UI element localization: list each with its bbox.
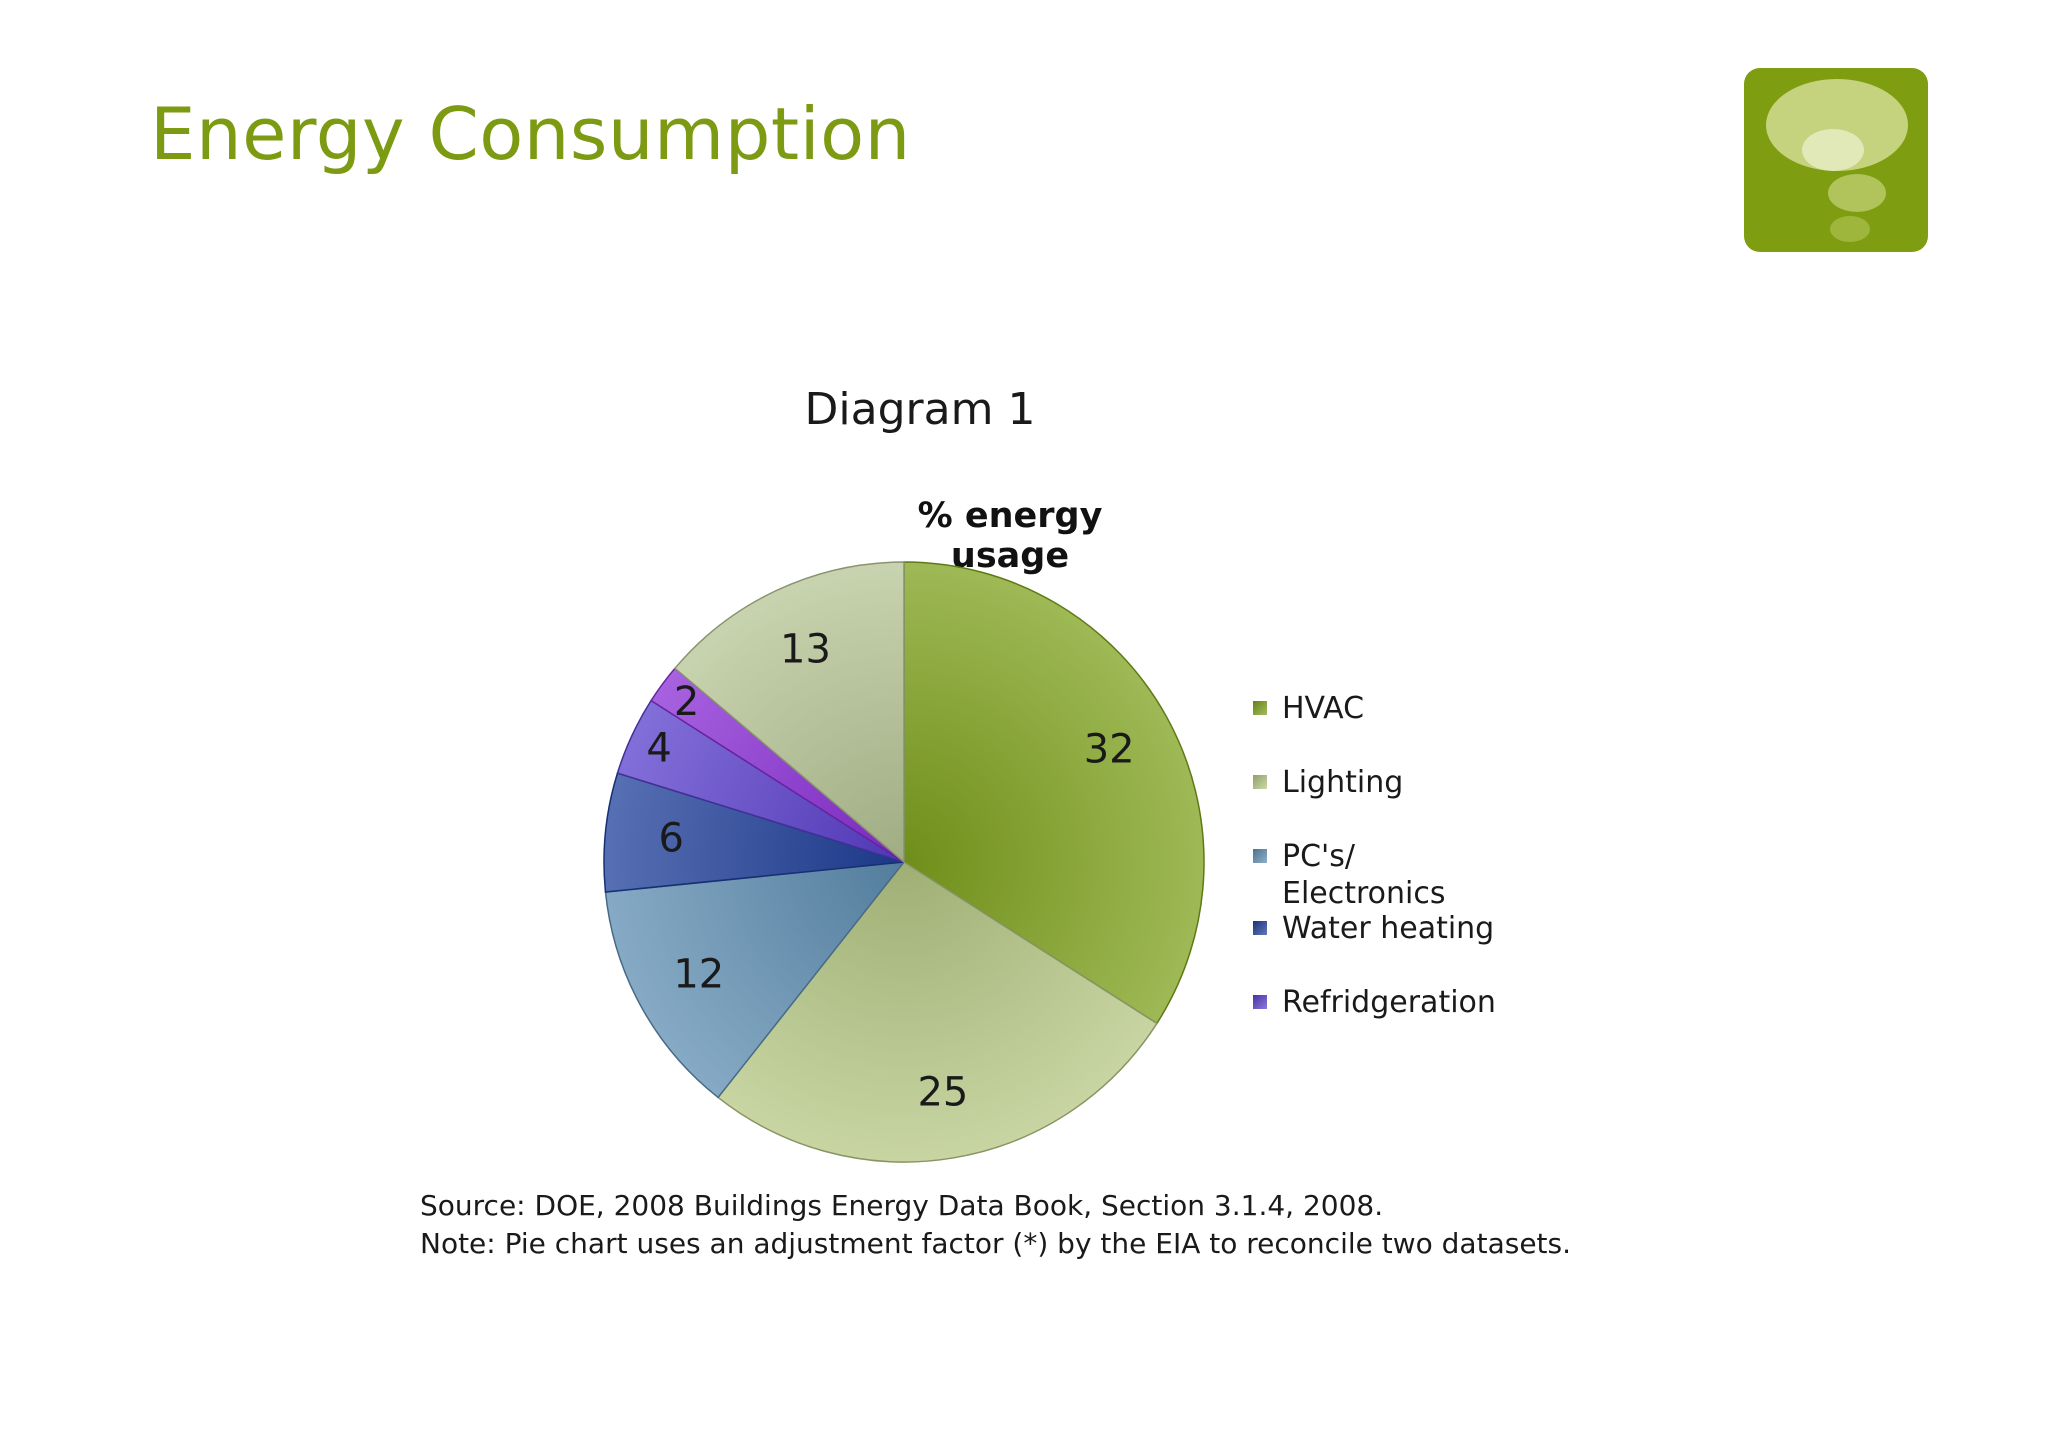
diagram-label: Diagram 1 [804,384,1036,435]
slide-title: Energy Consumption [150,92,911,176]
pie-slice [603,772,905,893]
legend-label: HVAC [1282,691,1365,726]
pie-slice [604,861,906,1099]
note-line: Note: Pie chart uses an adjustment facto… [420,1227,1572,1260]
legend-label: Water heating [1282,911,1495,946]
legend-swatch [1253,701,1267,715]
source-line: Source: DOE, 2008 Buildings Energy Data … [420,1189,1384,1222]
pie-slice [717,861,1158,1163]
thought-bubbles-icon [1744,68,1928,252]
legend-label: Refridgeration [1282,985,1496,1020]
legend-label: Lighting [1282,765,1404,800]
slice-value-label: 12 [673,952,724,998]
pie-slice [673,561,905,864]
legend-swatch [1253,995,1267,1009]
legend-label: PC's/ Electronics [1282,839,1446,911]
slice-value-label: 2 [674,679,699,725]
slice-value-label: 32 [1084,727,1135,773]
slice-value-label: 6 [658,816,683,862]
pie-slice [903,561,1205,1025]
legend-swatch [1253,775,1267,789]
source-note: Source: DOE, 2008 Buildings Energy Data … [420,1187,1571,1263]
legend-swatch [1253,849,1267,863]
legend-swatch [1253,921,1267,935]
slice-value-label: 25 [917,1070,968,1116]
slice-value-label: 13 [780,627,831,673]
slice-value-label: 4 [646,725,671,771]
